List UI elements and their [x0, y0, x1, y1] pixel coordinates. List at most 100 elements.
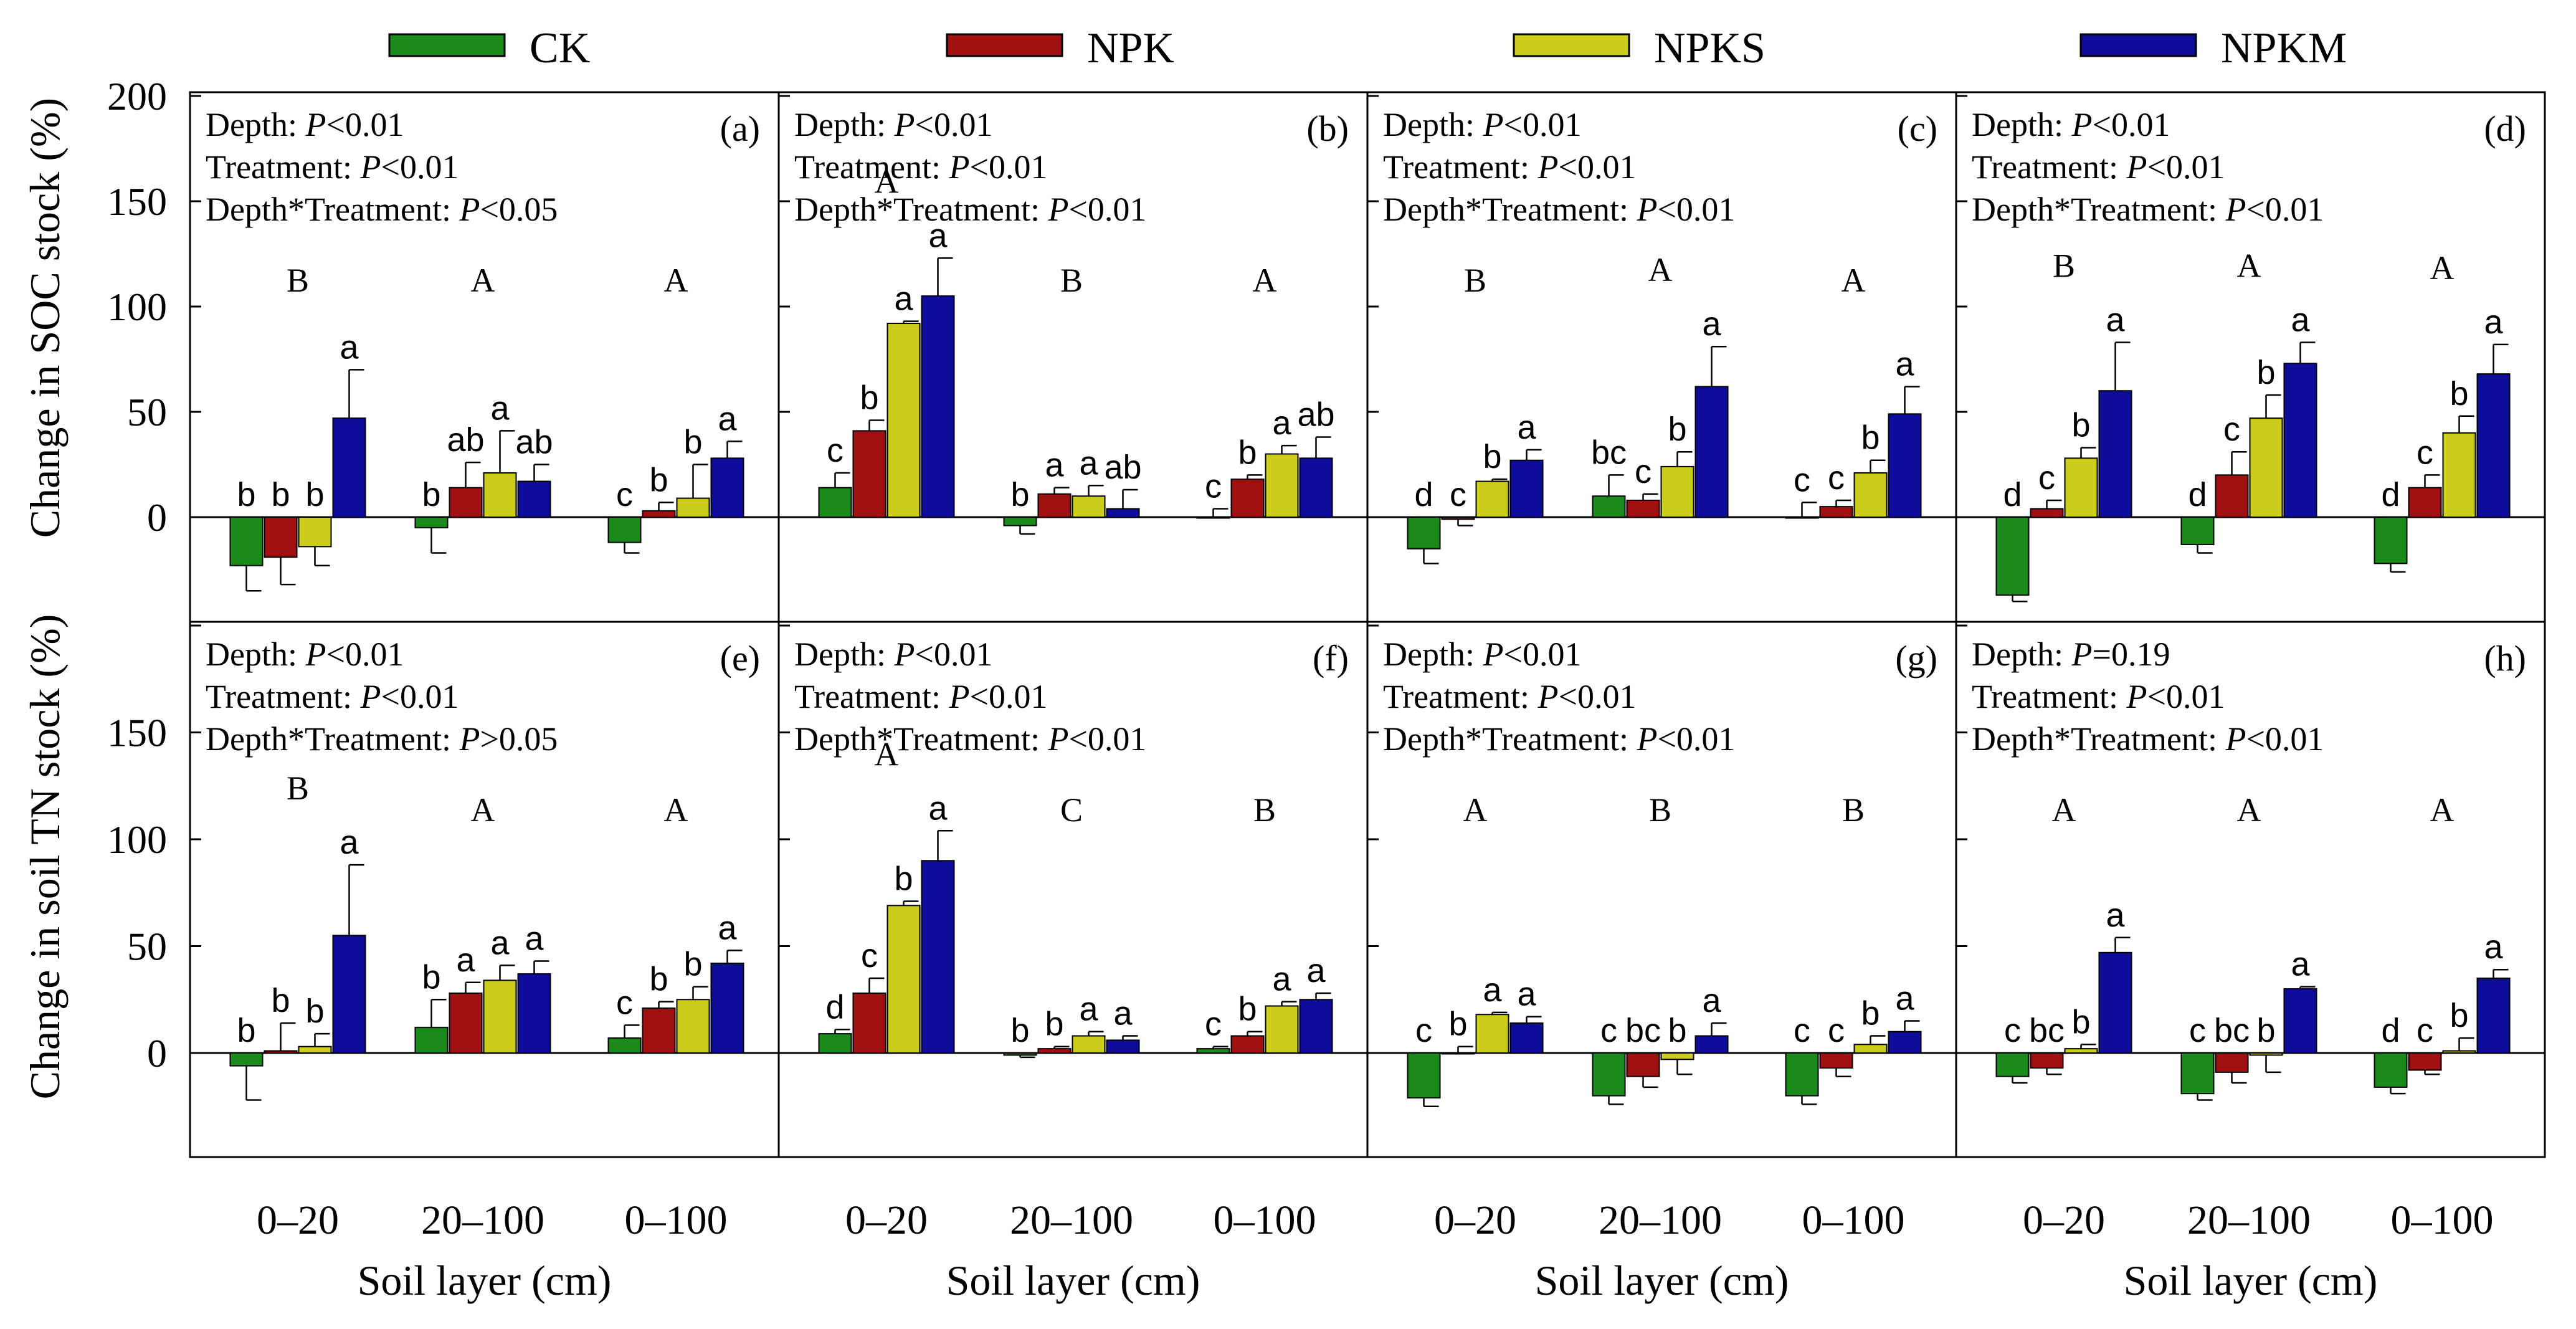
bar-npks-0 — [298, 1046, 332, 1054]
bar-npk-2 — [1819, 506, 1853, 518]
bar-npks-2 — [2442, 1050, 2476, 1054]
stats-line: Depth*Treatment: P<0.05 — [206, 191, 558, 228]
bar-ck-0 — [818, 487, 852, 518]
x-tick-label: 20–100 — [2187, 1198, 2311, 1243]
sig-letter: bc — [2214, 1012, 2250, 1049]
x-tick-label: 0–20 — [845, 1198, 928, 1243]
soc-y-tick-label: 0 — [147, 495, 167, 540]
x-axis-label: Soil layer (cm) — [1535, 1257, 1789, 1304]
group-letter: A — [471, 262, 495, 299]
panels: (a) Depth: P<0.01 Treatment: P<0.01 Depth*T… — [189, 91, 2546, 1158]
x-tick-label: 0–20 — [2023, 1198, 2105, 1243]
bar-ck-2 — [2374, 1052, 2408, 1088]
sig-letter: d — [2188, 476, 2207, 513]
bar-npk-1 — [1626, 1052, 1660, 1077]
bar-npk-0 — [264, 517, 298, 558]
group-letter: A — [471, 791, 495, 829]
bar-ck-1 — [414, 1026, 449, 1054]
sig-letter: c — [2417, 1012, 2433, 1049]
sig-letter: b — [1010, 1012, 1029, 1049]
group-letter: A — [2237, 247, 2261, 284]
sig-letter: b — [422, 958, 440, 996]
bar-npks-0 — [886, 905, 921, 1054]
panel-c: (c) Depth: P<0.01 Treatment: P<0.01 Depth*T… — [1366, 91, 1957, 623]
sig-letter: c — [1635, 453, 1652, 490]
bar-npks-1 — [1660, 1052, 1694, 1060]
stats-line: Depth: P<0.01 — [1383, 106, 1581, 143]
group-letter: B — [1464, 262, 1486, 299]
sig-letter: b — [2450, 997, 2468, 1034]
stats-line: Treatment: P<0.01 — [794, 148, 1047, 186]
legend-swatch-npks — [1513, 33, 1630, 57]
bar-npk-2 — [642, 510, 676, 518]
group-letter: B — [1649, 791, 1671, 829]
bar-npk-0 — [2030, 1052, 2064, 1069]
bar-ck-2 — [1196, 1048, 1230, 1054]
sig-letter: b — [305, 476, 324, 513]
sig-letter: b — [649, 961, 668, 998]
stats-line: Depth*Treatment: P<0.01 — [1383, 191, 1735, 228]
bar-ck-0 — [229, 517, 264, 566]
sig-letter: a — [928, 789, 948, 827]
sig-letter: c — [2223, 411, 2240, 448]
sig-letter: c — [1600, 1012, 1617, 1049]
sig-letter: b — [1238, 991, 1257, 1028]
sig-letter: a — [490, 924, 510, 961]
group-letter: A — [664, 791, 688, 829]
sig-letter: a — [718, 400, 737, 437]
bar-npkm-0 — [921, 295, 955, 518]
sig-letter: a — [2106, 301, 2125, 338]
sig-letter: a — [1045, 447, 1064, 484]
bar-npkm-0 — [1509, 1022, 1544, 1054]
bar-ck-0 — [1995, 517, 2030, 596]
bar-npk-0 — [852, 430, 886, 518]
bar-npk-0 — [1441, 517, 1475, 520]
panel-label: (d) — [2484, 108, 2526, 149]
sig-letter: c — [1794, 1012, 1810, 1049]
panel-label: (f) — [1313, 638, 1349, 679]
sig-letter: b — [1045, 1006, 1063, 1043]
group-letter: B — [287, 769, 309, 807]
bar-npks-2 — [676, 999, 710, 1054]
soc-y-tick-label: 100 — [107, 285, 167, 329]
bar-ck-1 — [2180, 517, 2215, 545]
sig-letter: b — [2071, 406, 2090, 444]
stats-line: Depth: P<0.01 — [206, 636, 404, 673]
bar-npk-2 — [1819, 1052, 1853, 1069]
soc-y-tick-label: 50 — [127, 390, 167, 434]
bar-npks-0 — [298, 517, 332, 548]
legend-swatch-ck — [388, 33, 506, 57]
group-letter: A — [1648, 251, 1673, 288]
bar-npk-0 — [264, 1050, 298, 1054]
x-axis-label: Soil layer (cm) — [2124, 1257, 2378, 1304]
bar-ck-2 — [1785, 517, 1819, 519]
bar-npk-1 — [2215, 474, 2249, 518]
bar-ck-0 — [1995, 1052, 2030, 1077]
sig-letter: b — [271, 982, 290, 1019]
bar-npk-1 — [449, 992, 483, 1054]
sig-letter: b — [2450, 375, 2468, 412]
x-tick-label: 20–100 — [1599, 1198, 1722, 1243]
group-letter: A — [2430, 249, 2455, 287]
sig-letter: b — [1448, 1006, 1467, 1043]
bar-npkm-1 — [2283, 988, 2317, 1054]
bar-npks-1 — [483, 979, 517, 1054]
x-tick-label: 0–100 — [1802, 1198, 1905, 1243]
bar-npkm-2 — [710, 457, 744, 518]
tn-y-tick-label: 50 — [127, 925, 167, 969]
soc-y-tick-label: 150 — [107, 179, 167, 224]
sig-letter: a — [1306, 952, 1326, 989]
x-tick-label: 0–100 — [625, 1198, 728, 1243]
bar-ck-2 — [1785, 1052, 1819, 1097]
sig-letter: b — [894, 860, 913, 897]
bar-npks-2 — [1265, 1005, 1299, 1054]
bar-ck-2 — [607, 517, 642, 543]
sig-letter: ab — [447, 421, 484, 459]
sig-letter: c — [1828, 1012, 1845, 1049]
panel-e: (e) Depth: P<0.01 Treatment: P<0.01 Depth*T… — [189, 621, 780, 1158]
bar-npk-2 — [1230, 479, 1265, 518]
sig-letter: b — [422, 476, 440, 513]
sig-letter: d — [825, 988, 844, 1026]
bar-ck-1 — [1003, 1052, 1037, 1056]
